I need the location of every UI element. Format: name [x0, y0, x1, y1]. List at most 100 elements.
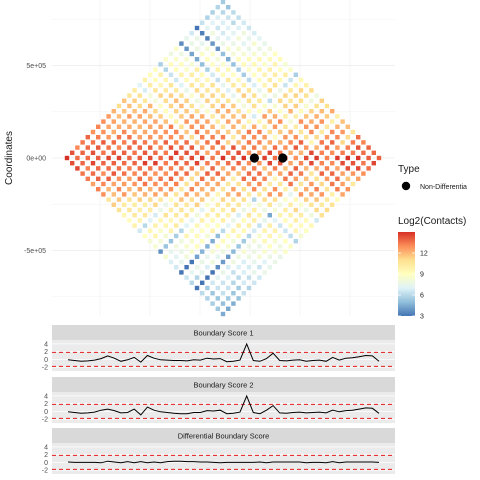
heatmap-cell	[236, 77, 241, 83]
heatmap-cell	[90, 140, 96, 145]
heatmap-cell	[168, 166, 174, 171]
heatmap-cell	[319, 140, 324, 145]
heatmap-cell	[288, 129, 293, 135]
heatmap-cell	[283, 197, 288, 202]
heatmap-cell	[200, 197, 205, 202]
heatmap-cell	[267, 67, 272, 72]
heatmap-cell	[158, 83, 163, 88]
heatmap-cell	[257, 150, 262, 155]
heatmap-cell	[158, 145, 163, 150]
heatmap-cell	[163, 77, 168, 83]
heatmap-cell	[137, 228, 142, 233]
heatmap-cell	[267, 254, 272, 259]
heatmap-cell	[309, 213, 314, 218]
heatmap-cell	[366, 145, 371, 150]
heatmap-cell	[241, 259, 246, 265]
heatmap-cell	[194, 129, 200, 135]
heatmap-cell	[200, 51, 205, 57]
heatmap-cell	[132, 150, 137, 155]
heatmap-cell	[257, 57, 262, 62]
heatmap-cell	[215, 15, 220, 20]
heatmap-cell	[184, 244, 189, 249]
heatmap-cell	[278, 109, 283, 114]
heatmap-cell	[319, 98, 324, 103]
heatmap-cell	[168, 176, 174, 181]
heatmap-cell	[236, 88, 241, 93]
heatmap-cell	[226, 244, 231, 249]
heatmap-cell	[127, 145, 132, 150]
heatmap-cell	[246, 171, 252, 176]
heatmap-cell	[168, 124, 174, 129]
heatmap-cell	[174, 171, 179, 176]
heatmap-cell	[257, 223, 262, 228]
heatmap-cell	[298, 181, 304, 187]
heatmap-cell	[168, 93, 174, 98]
heatmap-cell	[111, 119, 116, 124]
heatmap-cell	[293, 187, 298, 192]
heatmap-cell	[288, 119, 293, 124]
heatmap-cell	[298, 233, 304, 239]
heatmap-cell	[220, 291, 226, 296]
heatmap-cell	[283, 62, 288, 67]
heatmap-cell	[241, 20, 246, 25]
heatmap-cell	[272, 197, 278, 202]
heatmap-cell	[111, 109, 116, 114]
heatmap-cell	[252, 72, 257, 77]
heatmap-cell	[220, 270, 226, 275]
heatmap-cell	[158, 103, 163, 109]
heatmap-cell	[241, 280, 246, 285]
heatmap-cell	[304, 197, 309, 202]
heatmap-cell	[278, 88, 283, 93]
heatmap-cell	[184, 171, 189, 176]
heatmap-cell	[184, 213, 189, 218]
heatmap-cell	[184, 109, 189, 114]
track-strip	[52, 428, 395, 443]
heatmap-cell	[215, 296, 220, 301]
heatmap-cell	[293, 197, 298, 202]
heatmap-cell	[330, 119, 335, 124]
heatmap-cell	[293, 72, 298, 77]
heatmap-cell	[236, 285, 241, 291]
heatmap-cell	[272, 187, 278, 192]
heatmap-cell	[241, 103, 246, 109]
heatmap-cell	[137, 114, 142, 119]
heatmap-cell	[267, 171, 272, 176]
heatmap-cell	[220, 83, 226, 88]
heatmap-cell	[220, 72, 226, 77]
heatmap-cell	[283, 218, 288, 223]
heatmap-cell	[231, 197, 236, 202]
heatmap-cell	[278, 254, 283, 259]
heatmap-cell	[304, 124, 309, 129]
heatmap-cell	[153, 233, 158, 239]
heatmap-cell	[231, 103, 236, 109]
heatmap-cell	[189, 83, 194, 88]
heatmap-cell	[231, 239, 236, 244]
heatmap-cell	[236, 223, 241, 228]
heatmap-cell	[220, 311, 226, 317]
heatmap-cell	[246, 254, 252, 259]
heatmap-cell	[200, 228, 205, 233]
heatmap-cell	[168, 72, 174, 77]
heatmap-cell	[189, 93, 194, 98]
heatmap-cell	[345, 135, 350, 140]
heatmap-cell	[283, 187, 288, 192]
heatmap-cell	[137, 176, 142, 181]
heatmap-cell	[194, 140, 200, 145]
heatmap-cell	[241, 41, 246, 46]
heatmap-cell	[205, 150, 210, 155]
heatmap-cell	[335, 166, 340, 171]
heatmap-y-ticks: 5e+05 0e+00 -5e+05	[24, 63, 46, 255]
heatmap-cell	[174, 119, 179, 124]
heatmap-cell	[288, 181, 293, 187]
heatmap-cell	[257, 181, 262, 187]
heatmap-cell	[184, 161, 189, 166]
heatmap-cell	[163, 244, 168, 249]
heatmap-cell	[142, 109, 148, 114]
heatmap-cell	[205, 67, 210, 72]
heatmap-cell	[283, 135, 288, 140]
heatmap-cell	[200, 72, 205, 77]
heatmap-cell	[293, 239, 298, 244]
heatmap-cell	[220, 93, 226, 98]
track-y-tick-label: 0	[44, 409, 48, 416]
heatmap-cell	[324, 207, 330, 213]
